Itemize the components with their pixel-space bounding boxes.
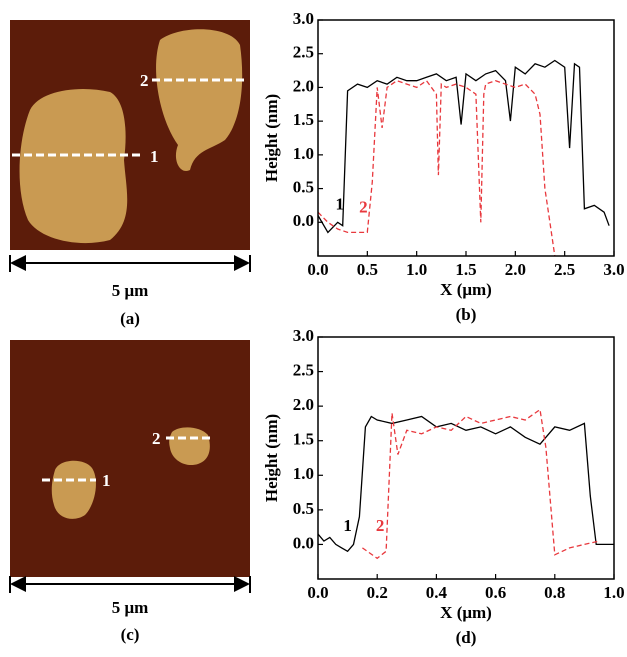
x-tick-label: 0.5: [357, 260, 378, 279]
scale-label: 5 μm: [112, 281, 149, 300]
data-line: [317, 79, 556, 257]
panel-label: (b): [456, 305, 477, 324]
series-label: 1: [335, 194, 344, 213]
panel-label: (c): [121, 625, 140, 644]
data-line: [317, 59, 610, 234]
line-label: 2: [152, 429, 161, 448]
afm-image-c: 1 2 5 μm (c): [9, 340, 251, 644]
line-label: 1: [150, 147, 159, 166]
series-label: 1: [343, 516, 352, 535]
y-tick-label: 1.5: [293, 110, 314, 129]
x-axis-label: X (μm): [440, 280, 492, 299]
x-axis-label: X (μm): [440, 603, 492, 622]
x-tick-label: 0.0: [307, 260, 328, 279]
x-tick-label: 2.5: [554, 260, 575, 279]
y-tick-label: 1.5: [293, 430, 314, 449]
x-tick-label: 1.0: [406, 260, 427, 279]
plot-frame: [317, 336, 615, 580]
x-tick-label: 1.5: [455, 260, 476, 279]
x-tick-label: 3.0: [603, 260, 624, 279]
y-tick-label: 2.5: [293, 43, 314, 62]
data-line: [317, 415, 614, 553]
y-tick-label: 0.0: [293, 211, 314, 230]
panel-label: (a): [120, 309, 140, 328]
y-tick-label: 3.0: [293, 326, 314, 345]
y-tick-label: 1.0: [293, 464, 314, 483]
y-axis-label: Height (nm): [262, 414, 281, 502]
data-line: [362, 408, 600, 560]
x-tick-label: 1.0: [603, 583, 624, 602]
x-tick-label: 0.0: [307, 583, 328, 602]
y-tick-label: 3.0: [293, 9, 314, 28]
series-label: 2: [359, 198, 368, 217]
y-tick-label: 2.5: [293, 360, 314, 379]
x-tick-label: 0.8: [544, 583, 565, 602]
y-tick-label: 2.0: [293, 395, 314, 414]
afm-image-a: 1 2 5 μm (a): [9, 20, 251, 328]
line-label: 1: [102, 471, 111, 490]
scale-label: 5 μm: [112, 598, 149, 617]
panel-label: (d): [456, 628, 477, 647]
x-tick-label: 0.4: [426, 583, 448, 602]
y-tick-label: 0.5: [293, 177, 314, 196]
y-tick-label: 0.5: [293, 499, 314, 518]
y-axis-label: Height (nm): [262, 94, 281, 182]
x-tick-label: 0.6: [485, 583, 506, 602]
x-tick-label: 2.0: [505, 260, 526, 279]
y-tick-label: 0.0: [293, 533, 314, 552]
x-tick-label: 0.2: [367, 583, 388, 602]
series-label: 2: [376, 516, 385, 535]
y-tick-label: 1.0: [293, 144, 314, 163]
line-label: 2: [140, 71, 149, 90]
y-tick-label: 2.0: [293, 76, 314, 95]
